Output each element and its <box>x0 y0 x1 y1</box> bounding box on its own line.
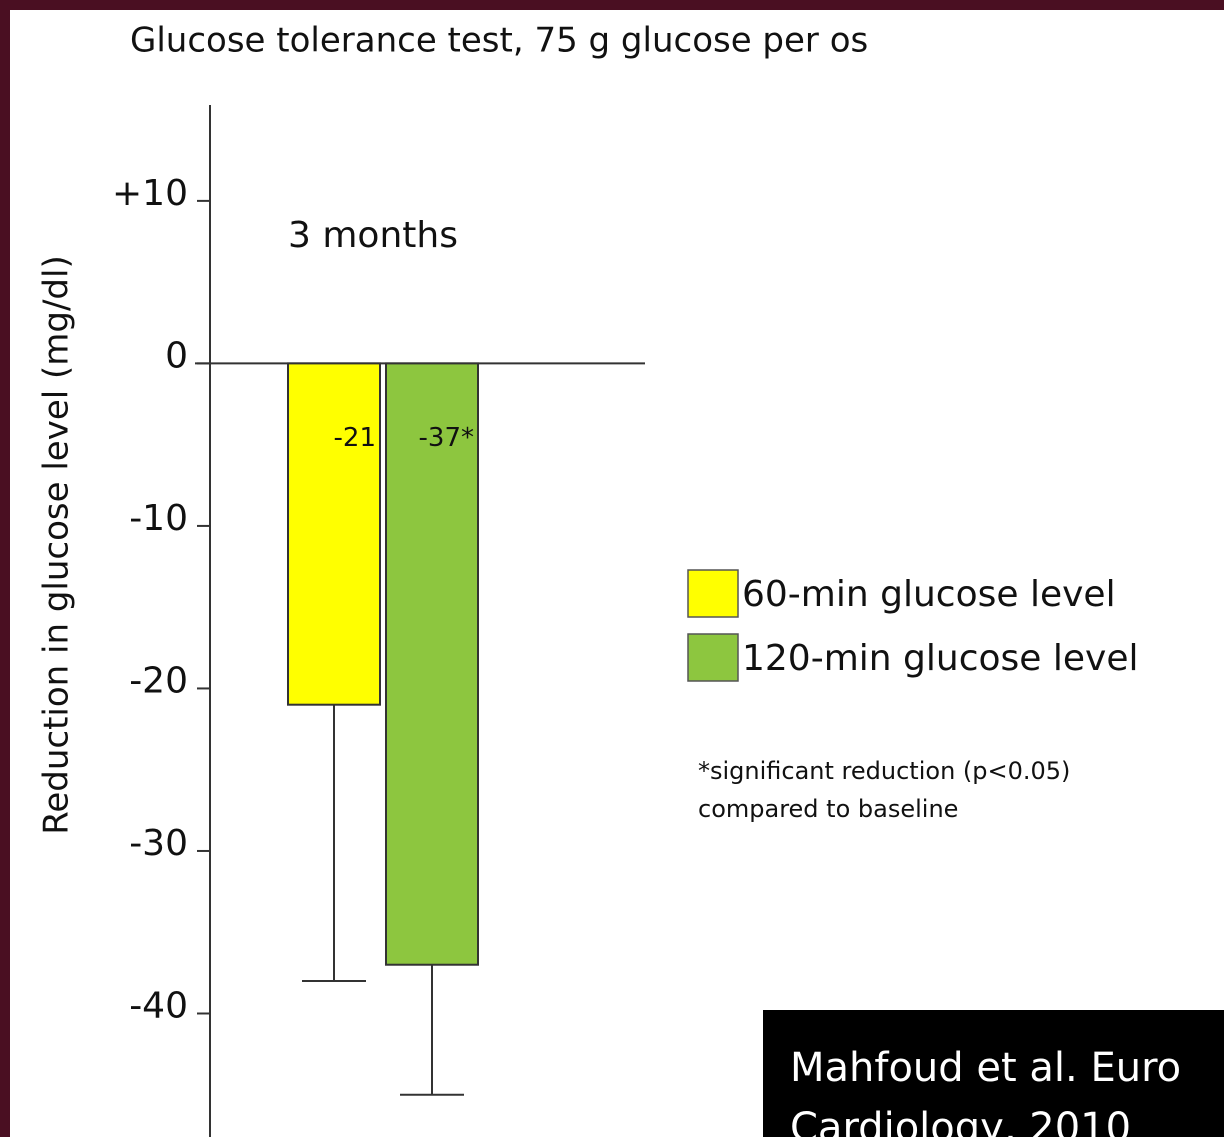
source-box <box>763 1010 1224 1137</box>
y-tick-label: +10 <box>112 173 188 214</box>
value-label: -37* <box>419 423 474 453</box>
annotation: compared to baseline <box>698 795 958 823</box>
y-tick-label: 0 <box>165 335 188 376</box>
annotation: *significant reduction (p<0.05) <box>698 757 1070 785</box>
bar <box>385 362 479 966</box>
y-tick-label: -40 <box>129 985 188 1026</box>
y-tick-label: -30 <box>129 823 188 864</box>
source-text: Mahfoud et al. Euro <box>790 1045 1181 1091</box>
legend-swatch <box>687 633 739 682</box>
top-border <box>0 0 1224 10</box>
source-text: Cardiology, 2010 <box>790 1105 1131 1137</box>
legend-label: 120-min glucose level <box>742 638 1138 679</box>
legend-swatch <box>687 569 739 618</box>
y-tick-label: -10 <box>129 498 188 539</box>
y-axis-label: Reduction in glucose level (mg/dl) <box>37 255 77 834</box>
value-label: -21 <box>334 423 376 453</box>
y-tick-label: -20 <box>129 660 188 701</box>
legend-label: 60-min glucose level <box>742 574 1116 615</box>
chart-title: Glucose tolerance test, 75 g glucose per… <box>130 21 868 61</box>
left-border <box>0 0 10 1137</box>
bar <box>287 362 381 706</box>
category-label: 3 months <box>288 215 458 256</box>
